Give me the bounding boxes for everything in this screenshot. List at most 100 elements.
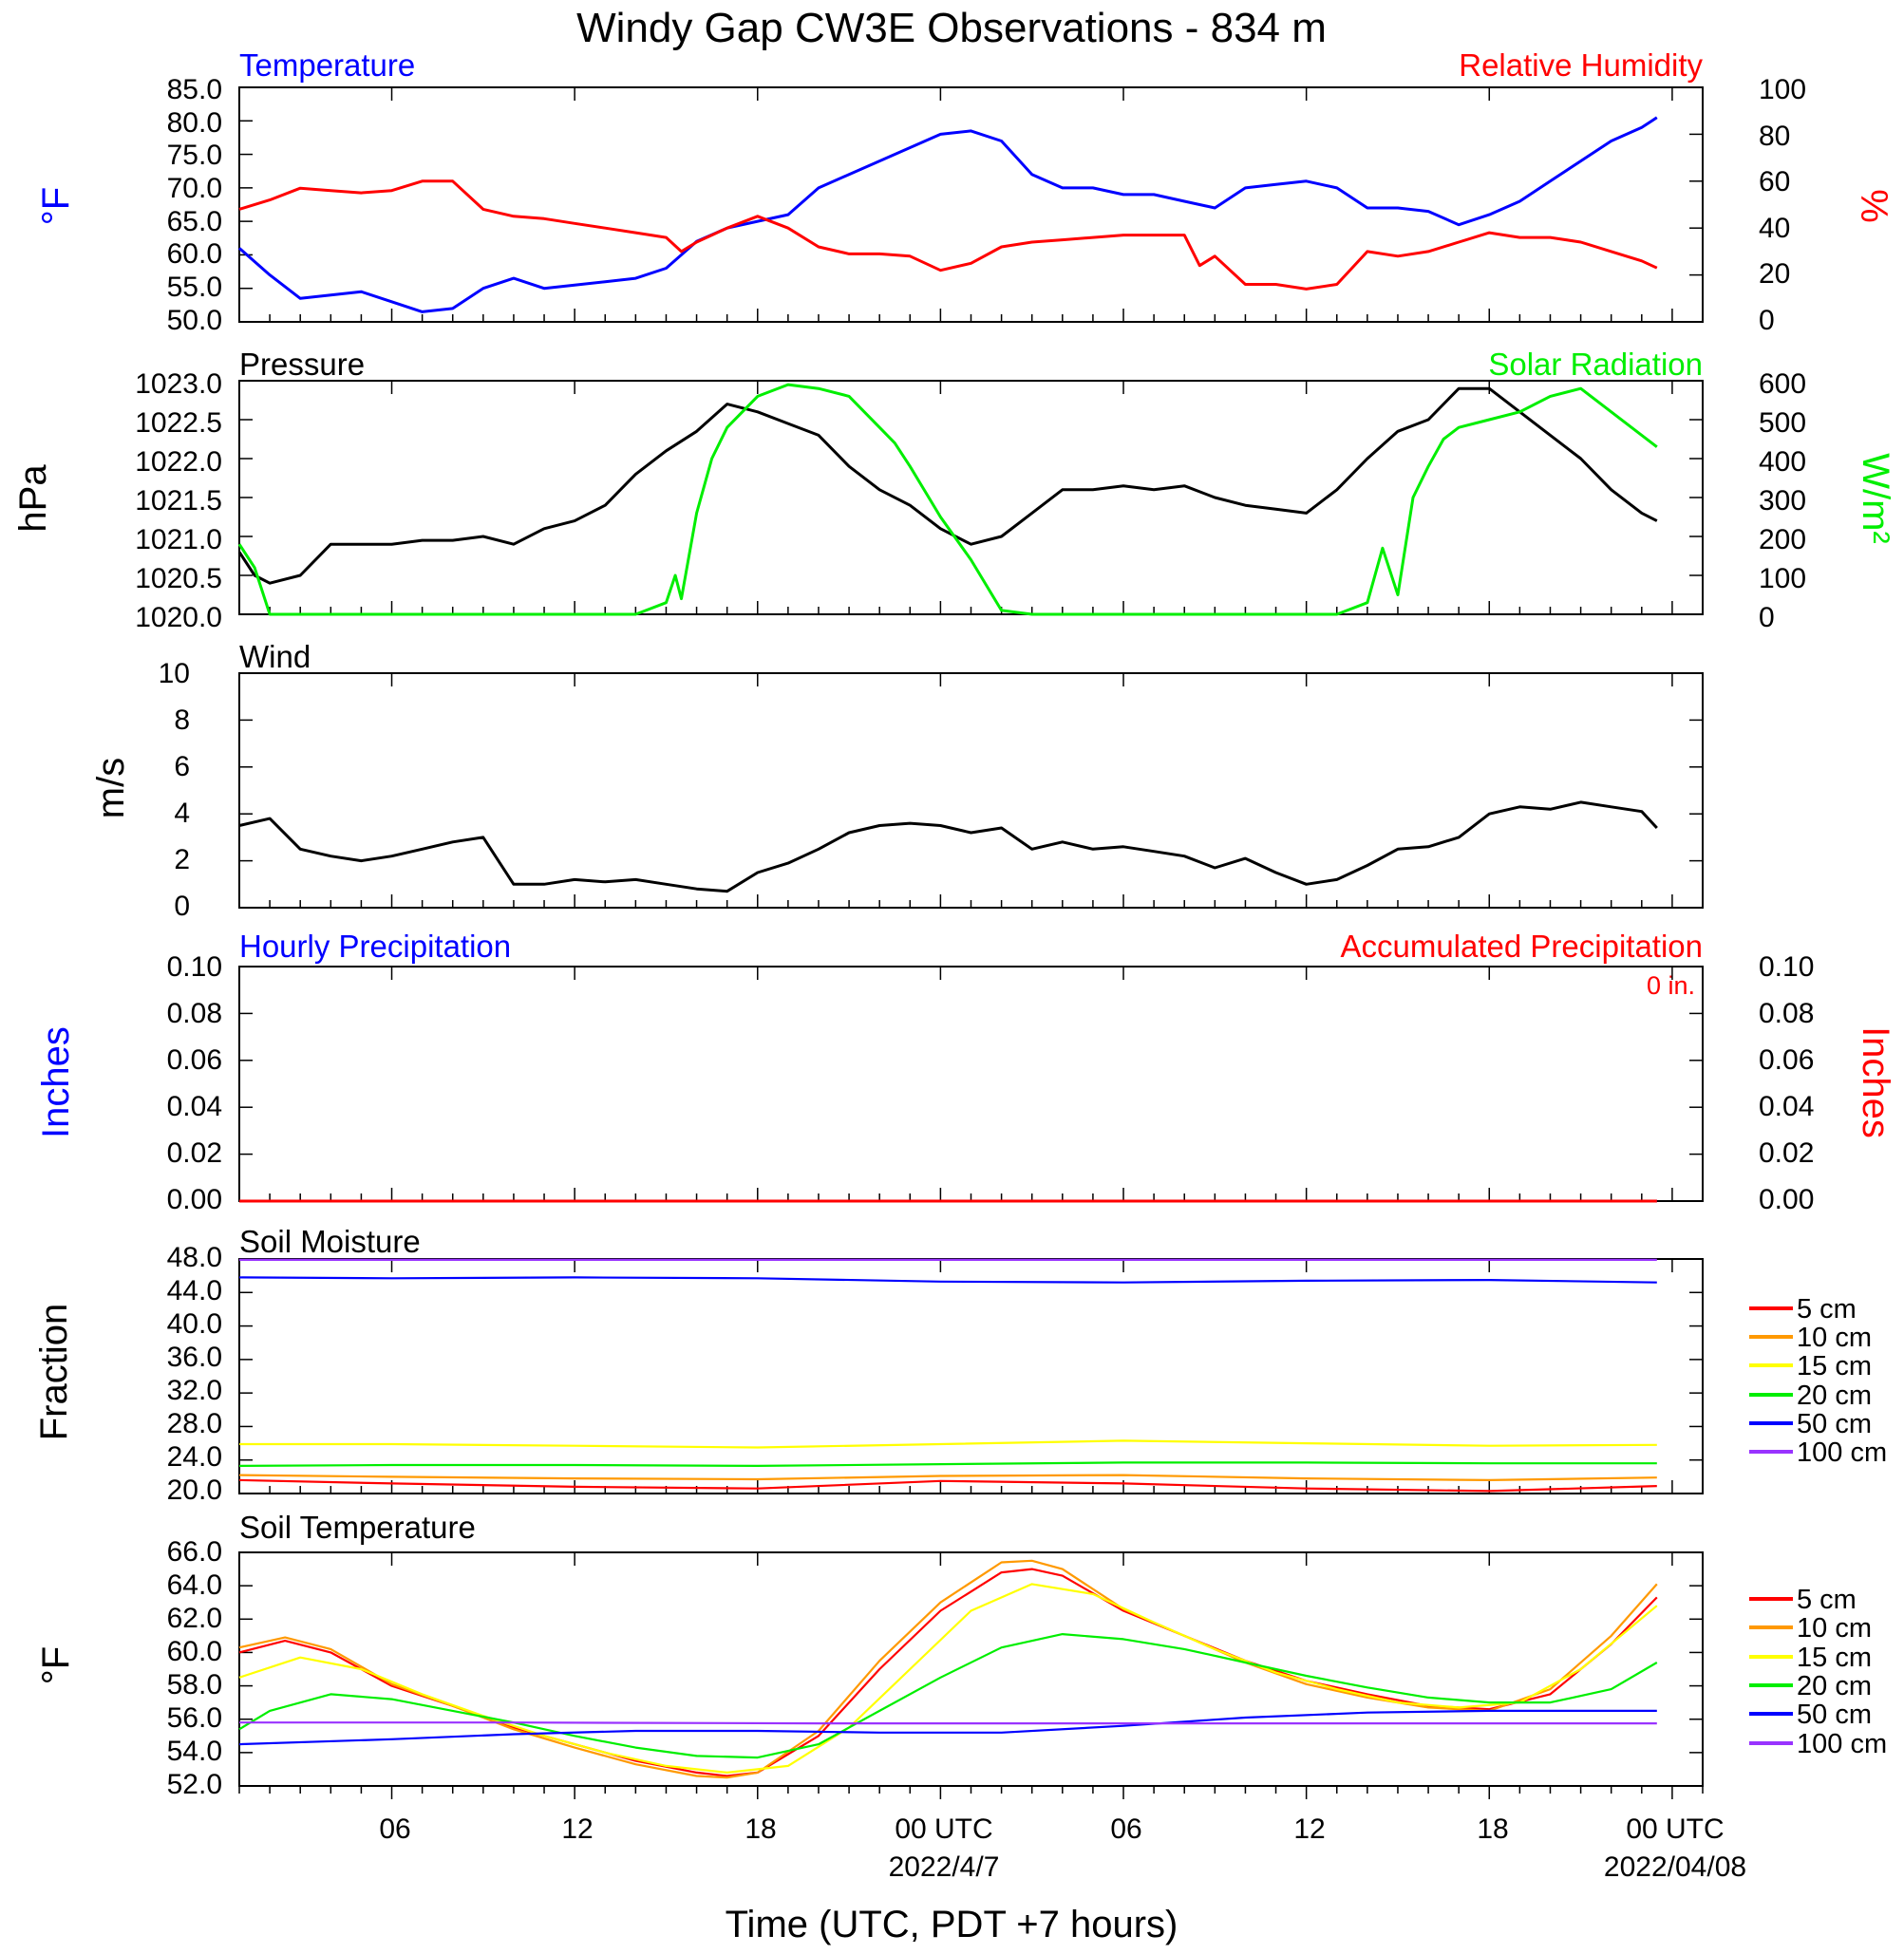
solar-tick-label: 300 (1759, 485, 1806, 517)
wind-tick-label: 4 (174, 798, 190, 829)
soil-moisture-panel: Soil Moisture Fraction 48.0 44.0 40.0 36… (33, 1224, 421, 1506)
soil-moisture-tick-label: 44.0 (167, 1275, 222, 1306)
soil-temp-tick-label: 58.0 (167, 1669, 222, 1700)
precip-tick-label: 0.10 (167, 951, 222, 983)
accum-precip-tick-label: 0.04 (1759, 1091, 1814, 1122)
rh-tick-label: 80 (1759, 121, 1790, 152)
soil-moisture-tick-label: 28.0 (167, 1408, 222, 1439)
accum-precip-tick-label: 0.10 (1759, 951, 1814, 983)
rh-tick-label: 40 (1759, 213, 1790, 244)
series-line-15-cm (238, 1583, 1658, 1775)
legend-label: 10 cm (1797, 1323, 1872, 1353)
soil-moisture-title: Soil Moisture (239, 1224, 421, 1259)
wind-tick-label: 2 (174, 844, 190, 875)
legend-label: 50 cm (1797, 1700, 1872, 1730)
solar-tick-label: 400 (1759, 446, 1806, 478)
solar-tick-label: 0 (1759, 602, 1775, 633)
rh-tick-label: 60 (1759, 166, 1790, 197)
hourly-precip-title: Hourly Precipitation (239, 929, 511, 964)
pressure-tick-label: 1023.0 (135, 368, 222, 400)
time-tick-label: 12 (561, 1813, 593, 1845)
time-tick-label: 00 UTC (1626, 1813, 1724, 1845)
series-line-temperature (238, 116, 1658, 313)
wind-tick-label: 10 (159, 658, 190, 689)
soil-temp-tick-label: 66.0 (167, 1536, 222, 1568)
time-tick-label: 18 (1477, 1813, 1508, 1845)
wind-tick-label: 0 (174, 891, 190, 922)
date-label: 2022/04/08 (1604, 1851, 1746, 1883)
temp-tick-label: 50.0 (167, 305, 222, 336)
temperature-title: Temperature (239, 47, 415, 83)
time-tick-label: 00 UTC (895, 1813, 992, 1845)
accumulated-precip-title: Accumulated Precipitation (1340, 929, 1703, 964)
solar-tick-label: 100 (1759, 563, 1806, 594)
legend-label: 15 cm (1797, 1351, 1872, 1381)
series-line-100-cm (239, 1721, 1657, 1725)
precip-tick-label: 0.08 (167, 998, 222, 1029)
soil-moisture-tick-label: 24.0 (167, 1441, 222, 1473)
soil-temp-tick-label: 64.0 (167, 1569, 222, 1601)
pressure-tick-label: 1021.5 (135, 485, 222, 517)
temp-tick-label: 80.0 (167, 107, 222, 139)
series-line-50-cm (238, 1709, 1657, 1746)
temp-tick-label: 70.0 (167, 173, 222, 204)
time-tick-label: 18 (745, 1813, 776, 1845)
rh-tick-label: 100 (1759, 74, 1806, 105)
legend-label: 15 cm (1797, 1643, 1872, 1673)
time-tick-label: 06 (379, 1813, 410, 1845)
precip-tick-label: 0.06 (167, 1044, 222, 1076)
soil-temp-unit: °F (35, 1646, 77, 1684)
soil-moisture-tick-label: 20.0 (167, 1475, 222, 1506)
pressure-unit: hPa (12, 464, 54, 533)
legend-label: 20 cm (1797, 1671, 1872, 1701)
wind-tick-label: 8 (174, 705, 190, 736)
time-tick-label: 06 (1110, 1813, 1141, 1845)
temp-rh-panel: Temperature Relative Humidity °F % 85.0 … (35, 47, 1895, 336)
time-axis-title: Time (UTC, PDT +7 hours) (726, 1904, 1178, 1945)
legend-label: 5 cm (1797, 1585, 1857, 1615)
legend-label: 20 cm (1797, 1381, 1872, 1411)
legend-label: 100 cm (1797, 1729, 1887, 1759)
temp-tick-label: 85.0 (167, 74, 222, 105)
series-line-solar-radiation (237, 383, 1658, 616)
soil-temp-tick-label: 56.0 (167, 1702, 222, 1734)
pressure-tick-label: 1022.5 (135, 407, 222, 439)
wind-title: Wind (239, 639, 311, 674)
soil-temp-tick-label: 62.0 (167, 1603, 222, 1634)
temp-tick-label: 55.0 (167, 272, 222, 303)
wind-tick-label: 6 (174, 751, 190, 782)
temperature-unit: °F (35, 187, 77, 225)
pressure-tick-label: 1020.5 (135, 563, 222, 594)
pressure-tick-label: 1022.0 (135, 446, 222, 478)
precip-tick-label: 0.00 (167, 1184, 222, 1215)
soil-moisture-tick-label: 32.0 (167, 1375, 222, 1406)
soil-temp-tick-label: 60.0 (167, 1636, 222, 1667)
temp-tick-label: 65.0 (167, 206, 222, 237)
series-line-relative-humidity (238, 179, 1658, 291)
solar-radiation-title: Solar Radiation (1488, 347, 1703, 382)
time-axis: 06 12 18 00 UTC 06 12 18 00 UTC 2022/4/7… (379, 1813, 1746, 1945)
pressure-solar-panel: Pressure Solar Radiation hPa W/m² 1023.0… (12, 347, 1896, 633)
accum-precip-tick-label: 0.02 (1759, 1137, 1814, 1169)
wind-unit: m/s (90, 758, 132, 818)
solar-tick-label: 500 (1759, 407, 1806, 439)
time-tick-label: 12 (1293, 1813, 1325, 1845)
rh-tick-label: 0 (1759, 305, 1775, 336)
solar-radiation-unit: W/m² (1855, 453, 1896, 544)
relative-humidity-title: Relative Humidity (1459, 47, 1703, 83)
soil-moisture-unit: Fraction (33, 1304, 75, 1441)
accum-precip-tick-label: 0.00 (1759, 1184, 1814, 1215)
soil-temp-tick-label: 52.0 (167, 1769, 222, 1800)
accumulated-precip-value: 0 in. (1647, 971, 1695, 1000)
precip-tick-label: 0.04 (167, 1091, 222, 1122)
soil-temp-panel: Soil Temperature °F 66.0 64.0 62.0 60.0 … (35, 1510, 476, 1800)
date-label: 2022/4/7 (889, 1851, 1000, 1883)
soil-temp-title: Soil Temperature (239, 1510, 476, 1545)
wind-panel: Wind m/s 10 8 6 4 2 0 (90, 639, 311, 922)
rh-tick-label: 20 (1759, 258, 1790, 290)
temp-tick-label: 60.0 (167, 238, 222, 270)
hourly-precip-unit: Inches (35, 1026, 77, 1138)
precip-tick-label: 0.02 (167, 1137, 222, 1169)
